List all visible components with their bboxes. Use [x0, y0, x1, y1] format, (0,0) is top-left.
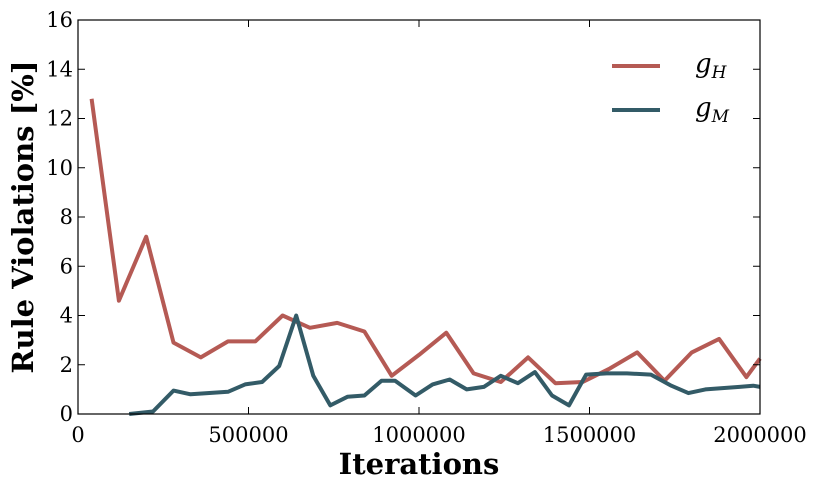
y-tick-label: 0	[60, 402, 73, 426]
y-tick-label: 8	[60, 205, 73, 229]
y-tick-label: 14	[46, 57, 73, 81]
y-tick-label: 6	[60, 254, 73, 278]
x-tick-label: 0	[71, 423, 84, 447]
series-line-m	[128, 313, 761, 416]
series-layer	[89, 98, 762, 416]
y-tick-label: 4	[60, 304, 73, 328]
x-tick-label: 1500000	[543, 423, 637, 447]
legend-label-h: gH	[695, 49, 728, 83]
y-tick-label: 12	[46, 107, 73, 131]
y-axis-title: Rule Violations [%]	[6, 60, 40, 373]
axes-layer: 0 500000 1000000 1500000 2000000 0 2 4 6 8 10 12 14 1…	[46, 8, 807, 447]
legend: gH gM	[612, 49, 730, 127]
x-axis-title: Iterations	[339, 447, 500, 481]
y-tick-label: 2	[60, 353, 73, 377]
series-line-h	[89, 98, 762, 386]
y-tick-label: 10	[46, 156, 73, 180]
x-tick-label: 2000000	[713, 423, 807, 447]
y-tick-label: 16	[46, 8, 73, 32]
x-tick-label: 500000	[208, 423, 288, 447]
x-tick-label: 1000000	[372, 423, 466, 447]
legend-label-m: gM	[695, 93, 730, 127]
